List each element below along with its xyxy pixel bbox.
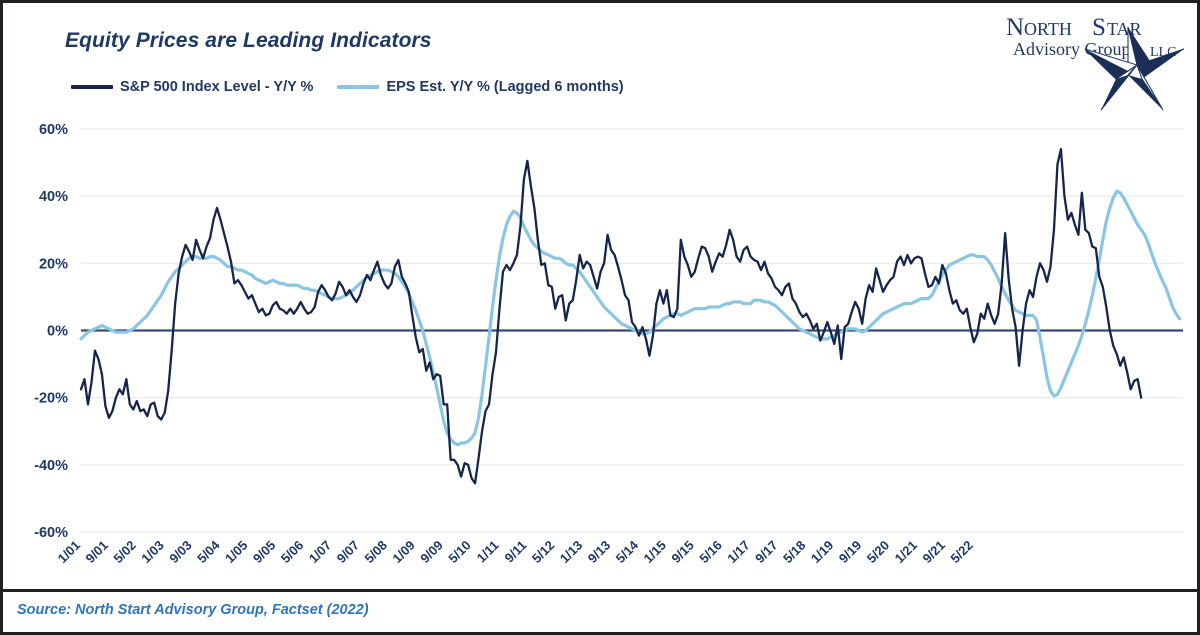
- y-axis-labels: 60% 40% 20% 0% -20% -40% -60%: [34, 122, 68, 541]
- x-tick-label: 5/12: [529, 538, 558, 567]
- x-tick-label: 9/19: [836, 538, 865, 567]
- x-tick-label: 1/21: [892, 538, 921, 567]
- x-tick-label: 5/22: [947, 538, 976, 567]
- x-tick-label: 5/08: [362, 538, 391, 567]
- x-tick-label: 5/02: [110, 538, 139, 567]
- chart-plot-area: 60% 40% 20% 0% -20% -40% -60% 1/01 9/01 5/02 1/03…: [3, 3, 1197, 603]
- x-tick-label: 5/06: [278, 538, 307, 567]
- x-tick-label: 5/04: [194, 537, 223, 566]
- x-tick-label: 1/03: [138, 538, 167, 567]
- series-line-sp500: [79, 148, 1143, 485]
- five-point-star-icon: [1084, 26, 1185, 111]
- x-tick-label: 1/13: [557, 538, 586, 567]
- x-tick-label: 5/18: [780, 538, 809, 567]
- x-tick-label: 1/17: [724, 538, 753, 567]
- x-tick-label: 9/21: [920, 538, 949, 567]
- y-tick-label: -40%: [34, 458, 68, 474]
- y-tick-label: 60%: [39, 122, 68, 138]
- x-tick-label: 5/10: [445, 538, 474, 567]
- legend-label-eps: EPS Est. Y/Y % (Lagged 6 months): [386, 79, 624, 95]
- x-tick-label: 9/09: [417, 538, 446, 567]
- x-axis-labels: 1/01 9/01 5/02 1/03 9/03 5/04 1/05 9/05 5/06 1/07…: [55, 537, 976, 566]
- page-title: Equity Prices are Leading Indicators: [65, 29, 432, 52]
- x-tick-label: 9/17: [752, 538, 781, 567]
- gridlines: [81, 128, 1183, 533]
- y-tick-label: 0%: [47, 324, 68, 340]
- y-tick-label: 40%: [39, 189, 68, 205]
- legend-item-sp500[interactable]: S&P 500 Index Level - Y/Y %: [71, 79, 313, 95]
- footer-band: Source: North Start Advisory Group, Fact…: [3, 589, 1197, 632]
- x-tick-label: 9/05: [250, 538, 279, 567]
- x-tick-label: 1/11: [474, 538, 502, 566]
- legend-swatch-sp500: [71, 85, 113, 89]
- y-tick-label: -20%: [34, 391, 68, 407]
- x-tick-label: 5/14: [613, 537, 642, 566]
- x-tick-label: 9/07: [334, 538, 363, 567]
- x-tick-label: 9/15: [668, 538, 697, 567]
- x-tick-label: 1/19: [808, 538, 837, 567]
- logo-north-rest: ORTH: [1024, 19, 1072, 39]
- series-line-eps: [79, 189, 1182, 447]
- legend-swatch-eps: [337, 85, 380, 89]
- x-tick-label: 1/05: [222, 538, 251, 567]
- x-tick-label: 1/15: [641, 538, 670, 567]
- x-tick-label: 9/13: [585, 538, 614, 567]
- y-tick-label: 20%: [39, 256, 68, 272]
- x-tick-label: 9/03: [166, 538, 195, 567]
- logo-star-cap: S: [1092, 14, 1106, 41]
- x-tick-label: 5/20: [864, 538, 893, 567]
- logo-north-cap: N: [1006, 14, 1024, 41]
- company-logo: N ORTH S TAR Advisory Group LLC: [1000, 9, 1185, 112]
- logo-star-rest: TAR: [1107, 19, 1142, 39]
- x-tick-label: 5/16: [696, 538, 725, 567]
- legend-item-eps[interactable]: EPS Est. Y/Y % (Lagged 6 months): [337, 79, 624, 95]
- chart-legend: S&P 500 Index Level - Y/Y % EPS Est. Y/Y…: [71, 79, 624, 95]
- x-tick-label: 1/09: [389, 538, 418, 567]
- x-tick-label: 9/11: [502, 538, 530, 566]
- y-tick-label: -60%: [34, 525, 68, 541]
- x-tick-label: 9/01: [83, 538, 112, 567]
- legend-label-sp500: S&P 500 Index Level - Y/Y %: [120, 79, 314, 95]
- x-tick-label: 1/01: [55, 538, 84, 567]
- x-tick-label: 1/07: [306, 538, 335, 567]
- source-note: Source: North Start Advisory Group, Fact…: [17, 602, 369, 618]
